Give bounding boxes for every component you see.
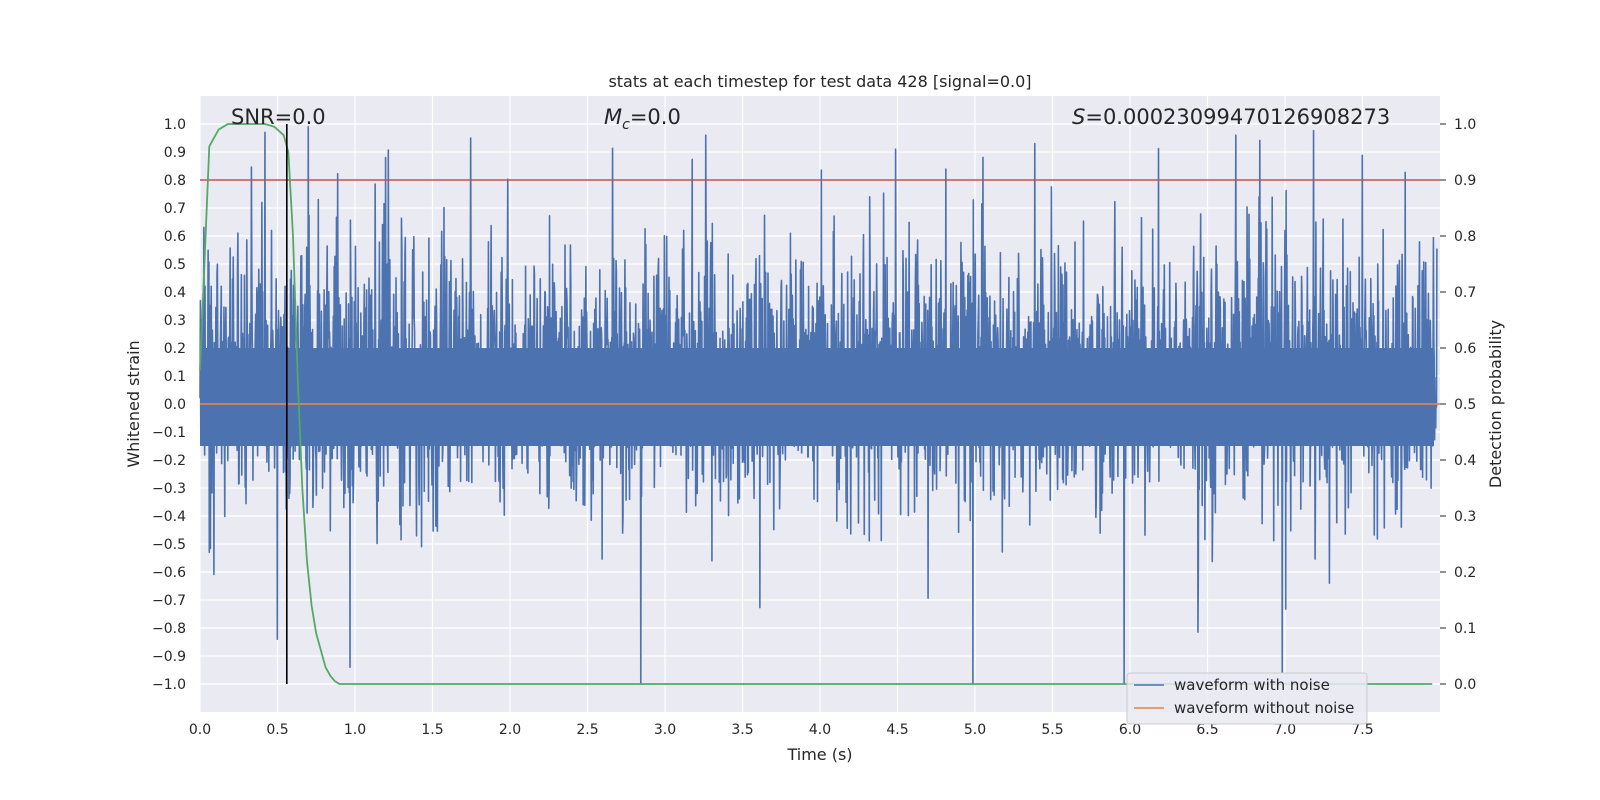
y-tick-label: 0.2 [164,341,186,357]
x-tick-label: 0.0 [189,722,211,738]
y2-tick-label: 0.6 [1454,341,1476,357]
s-value: =0.00023099470126908273 [1085,105,1390,129]
s-annotation: S=0.00023099470126908273 [1072,105,1390,129]
y2-tick-label: 0.1 [1454,621,1476,637]
snr-annotation: SNR=0.0 [231,105,326,129]
y-tick-label: 0.9 [164,145,186,161]
y-tick-label: 0.6 [164,229,186,245]
overlay-lines [199,123,1440,685]
y-tick-label: 0.3 [164,313,186,329]
x-tick-label: 4.0 [809,722,831,738]
y2-tick-label: 0.4 [1454,453,1476,469]
x-tick-label: 2.5 [576,722,598,738]
y-tick-label: −0.4 [152,509,186,525]
x-tick-label: 3.5 [731,722,753,738]
y2-tick-label: 0.9 [1454,173,1476,189]
x-tick-label: 1.5 [421,722,443,738]
legend-label-waveform-without-noise: waveform without noise [1174,699,1354,717]
y-axis-label: Whitened strain [124,340,143,467]
x-tick-label: 0.5 [266,722,288,738]
mc-subscript: c [622,117,630,133]
y-tick-label: 0.0 [164,397,186,413]
mc-value: =0.0 [630,105,681,129]
y-tick-label: −0.8 [152,621,186,637]
x-tick-label: 7.5 [1351,722,1373,738]
y-tick-label: 0.7 [164,201,186,217]
y2-tick-label: 0.7 [1454,285,1476,301]
y-tick-label: 0.8 [164,173,186,189]
legend: waveform with noise waveform without noi… [1126,672,1368,725]
x-tick-label: 6.5 [1196,722,1218,738]
y-tick-label: −0.6 [152,565,186,581]
waveform-with-noise-series [199,126,1438,685]
x-tick-label: 3.0 [654,722,676,738]
x-tick-label: 1.0 [344,722,366,738]
y2-tick-label: 0.0 [1454,677,1476,693]
y2-tick-label: 0.2 [1454,565,1476,581]
mc-symbol: M [604,105,622,129]
legend-label-waveform-with-noise: waveform with noise [1174,676,1330,694]
y2-tick-label: 0.3 [1454,509,1476,525]
y-tick-label: 1.0 [164,117,186,133]
y-tick-label: −0.5 [152,537,186,553]
y-tick-label: 0.5 [164,257,186,273]
x-tick-label: 6.0 [1119,722,1141,738]
y-tick-label: −0.3 [152,481,186,497]
x-tick-label: 7.0 [1274,722,1296,738]
y2-axis: 1.0 0.9 0.8 0.7 0.6 0.5 0.4 0.3 0.2 0.1 0.0 [1440,117,1476,693]
y-tick-label: −0.2 [152,453,186,469]
detection-probability-line [199,123,1433,685]
legend-box [1126,672,1368,725]
x-axis-label: Time (s) [786,745,852,764]
y-tick-label: −0.7 [152,593,186,609]
mc-annotation: Mc=0.0 [604,105,681,133]
y2-tick-label: 1.0 [1454,117,1476,133]
s-symbol: S [1072,105,1085,129]
y-tick-label: 0.1 [164,369,186,385]
x-axis: 0.0 0.5 1.0 1.5 2.0 2.5 3.0 3.5 4.0 4.5 5.0 5.5 6.0 6… [189,722,1374,738]
y-tick-label: −1.0 [152,677,186,693]
x-tick-label: 5.5 [1041,722,1063,738]
y-tick-label: 0.4 [164,285,186,301]
x-tick-label: 2.0 [499,722,521,738]
waveform-with-noise-core [200,348,1434,446]
y2-tick-label: 0.8 [1454,229,1476,245]
x-tick-label: 5.0 [964,722,986,738]
y2-tick-label: 0.5 [1454,397,1476,413]
x-tick-label: 4.5 [886,722,908,738]
chart-title: stats at each timestep for test data 428… [608,72,1031,91]
y-axis: 1.0 0.9 0.8 0.7 0.6 0.5 0.4 0.3 0.2 0.1 0.0 −0.1 −0.… [152,117,186,693]
y2-axis-label: Detection probability [1486,320,1505,488]
y-tick-label: −0.1 [152,425,186,441]
y-tick-label: −0.9 [152,649,186,665]
